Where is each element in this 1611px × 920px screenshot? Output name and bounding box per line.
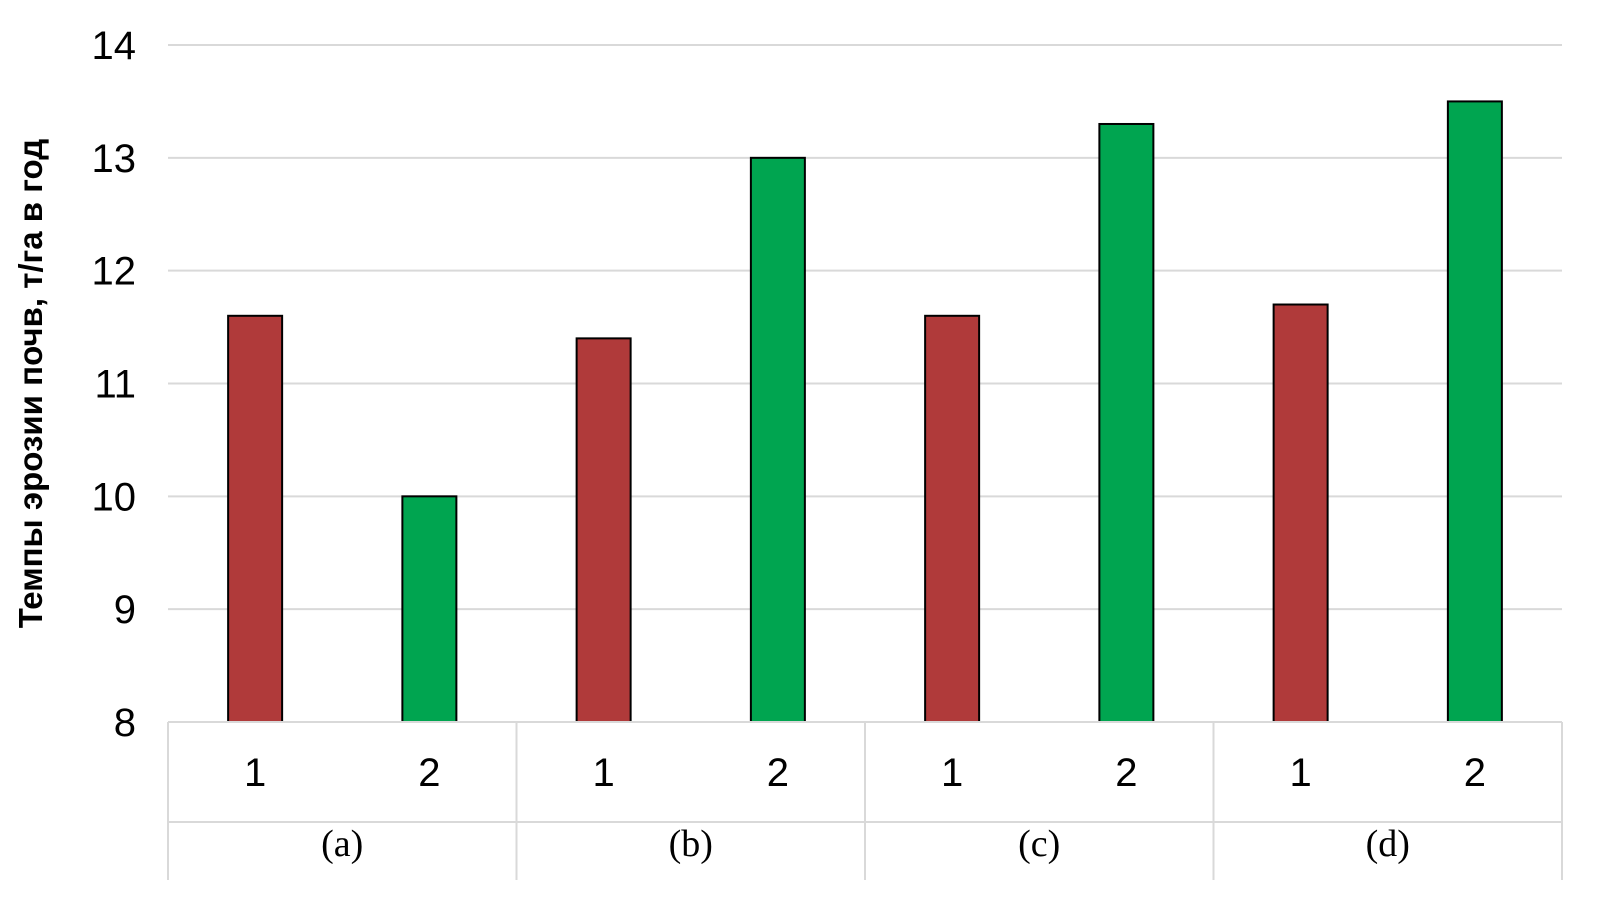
bar — [749, 156, 806, 724]
y-tick-label: 14 — [92, 24, 137, 68]
x-category-label: 2 — [1464, 751, 1486, 795]
bar — [401, 495, 458, 724]
bar — [227, 314, 284, 723]
bar-layer — [227, 100, 1503, 724]
y-tick-label: 13 — [92, 137, 137, 181]
bar — [1098, 122, 1155, 723]
group-label: (b) — [669, 823, 713, 865]
y-tick-label: 9 — [114, 588, 136, 632]
bar — [924, 314, 981, 723]
x-category-label: 1 — [593, 751, 615, 795]
x-category-label: 2 — [767, 751, 789, 795]
bar — [575, 337, 632, 723]
y-tick-label: 11 — [94, 363, 136, 407]
x-category-label: 2 — [1115, 751, 1137, 795]
x-category-label: 2 — [418, 751, 440, 795]
x-category-label: 1 — [941, 751, 963, 795]
group-label: (d) — [1366, 823, 1410, 865]
y-tick-label: 10 — [92, 475, 137, 519]
y-tick-label: 8 — [114, 701, 136, 745]
y-tick-label: 12 — [92, 250, 137, 294]
bar — [1272, 303, 1329, 723]
x-category-label: 1 — [1290, 751, 1312, 795]
bar — [1446, 100, 1503, 723]
x-category-label: 1 — [244, 751, 266, 795]
group-label: (c) — [1018, 823, 1060, 865]
y-axis-title: Темпы эрозии почв, т/га в год — [12, 139, 49, 629]
group-label: (a) — [321, 823, 363, 865]
grid-layer — [168, 44, 1562, 723]
